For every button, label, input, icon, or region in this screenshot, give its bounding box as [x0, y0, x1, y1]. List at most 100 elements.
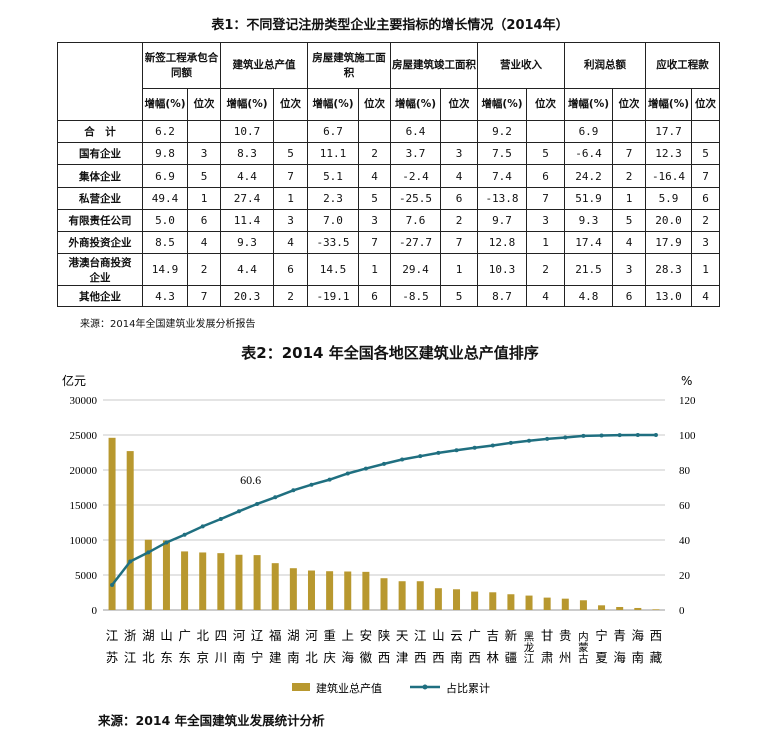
bar-贵州: [561, 598, 569, 610]
bar-重庆: [326, 571, 334, 610]
x-tick-label: 江苏: [106, 628, 119, 665]
bar-内蒙古: [579, 600, 587, 610]
y-left-tick: 10000: [70, 535, 98, 547]
line-point-湖南: [291, 488, 296, 493]
y-right-tick: 80: [679, 465, 691, 477]
y-right-tick: 100: [679, 430, 696, 442]
x-tick-label: 湖北: [142, 628, 155, 665]
y-left-label: 亿元: [62, 373, 86, 388]
row-label: 私营企业: [57, 187, 143, 210]
x-tick-label: 河北: [305, 628, 318, 665]
x-tick-label: 山西: [432, 628, 445, 665]
line-point-江西: [418, 454, 423, 459]
y-left-tick: 25000: [70, 430, 98, 442]
x-tick-label: 辽宁: [251, 628, 264, 665]
y-left-tick: 15000: [70, 500, 98, 512]
growth-cell: 4.8: [564, 285, 613, 307]
line-point-四川: [218, 517, 223, 521]
line-point-福建: [273, 495, 278, 500]
line-point-浙江: [128, 559, 133, 564]
growth-cell: 9.3: [564, 209, 613, 232]
growth-cell: 5.0: [142, 209, 188, 232]
group-header: 建筑业总产值: [220, 42, 308, 89]
bar-湖南: [289, 568, 297, 610]
rank-header: 位次: [273, 88, 308, 121]
growth-cell: -2.4: [390, 164, 441, 188]
bar-吉林: [489, 592, 497, 610]
bar-新疆: [507, 594, 515, 610]
group-header: 新签工程承包合同额: [142, 42, 221, 89]
x-tick-label: 重庆: [323, 628, 336, 665]
bar-山东: [162, 540, 170, 610]
rank-header: 位次: [440, 88, 478, 121]
legend-bar-swatch: [292, 683, 310, 691]
x-tick-label: 湖南: [287, 628, 300, 665]
rank-header: 位次: [358, 88, 391, 121]
growth-cell: 20.3: [220, 285, 274, 307]
y-left-tick: 20000: [70, 465, 98, 477]
line-point-西藏: [653, 433, 658, 437]
x-tick-label: 四川: [215, 628, 228, 665]
bar-河北: [307, 570, 315, 610]
bar-安徽: [362, 571, 370, 610]
growth-cell: -13.8: [477, 187, 527, 210]
x-tick-label: 吉林: [487, 628, 500, 665]
table-row: 外商投资企业 8.5 4 9.3 4 -33.5 7 -27.7 7 12.8 1 17.4 4 17.9…: [57, 231, 720, 254]
line-point-安徽: [363, 466, 368, 471]
line-point-辽宁: [255, 501, 260, 506]
table1-title: 表1：不同登记注册类型企业主要指标的增长情况（2014年）: [211, 18, 569, 33]
growth-cell: 8.7: [477, 285, 527, 307]
x-tick-label: 黑龙江: [524, 631, 535, 665]
rank-cell: 1: [691, 253, 720, 286]
growth-cell: 17.9: [645, 231, 692, 254]
bar-河南: [235, 554, 243, 610]
x-tick-label: 河南: [233, 628, 246, 665]
y-left-tick: 30000: [70, 395, 98, 407]
growth-cell: 29.4: [390, 253, 441, 286]
growth-cell: 9.3: [220, 231, 274, 254]
rank-cell: 4: [691, 285, 720, 307]
line-point-黑龙江: [527, 438, 532, 443]
line-annotation: 60.6: [240, 473, 261, 487]
bar-海南: [634, 607, 642, 610]
line-point-甘肃: [545, 436, 550, 441]
line-point-重庆: [327, 477, 332, 482]
line-point-上海: [345, 471, 350, 476]
growth-cell: 14.9: [142, 253, 188, 286]
growth-cell: -16.4: [645, 164, 692, 188]
x-tick-label: 内蒙古: [578, 630, 589, 665]
growth-cell: 14.5: [307, 253, 359, 286]
x-tick-label: 江西: [414, 628, 427, 665]
bar-天津: [398, 581, 406, 610]
growth-cell: 10.3: [477, 253, 527, 286]
table-row: 私营企业 49.4 1 27.4 1 2.3 5 -25.5 6 -13.8 7 51.9 1 5.9 6: [57, 187, 720, 210]
rank-header: 位次: [612, 88, 646, 121]
bar-北京: [199, 552, 207, 610]
bar-云南: [453, 589, 461, 610]
bar-福建: [271, 563, 279, 610]
line-point-青海: [617, 433, 622, 438]
bar-西藏: [652, 609, 660, 610]
growth-cell: 21.5: [564, 253, 613, 286]
bar-江西: [416, 581, 424, 610]
growth-table: 新签工程承包合同额 建筑业总产值 房屋建筑施工面积 房屋建筑竣工面积 营业收入 利润总额应…: [57, 42, 720, 307]
x-tick-label: 海南: [632, 628, 645, 665]
y-right-tick: 20: [679, 570, 691, 582]
legend-line-marker: [422, 684, 428, 690]
growth-cell: -19.1: [307, 285, 359, 307]
growth-cell: 7.5: [477, 142, 527, 165]
legend-bar-label: 建筑业总产值: [316, 681, 382, 695]
x-tick-label: 广西: [468, 628, 481, 665]
x-tick-label: 福建: [269, 628, 282, 665]
bar-上海: [344, 571, 352, 610]
bar-辽宁: [253, 555, 261, 610]
chart-title: 表2：2014 年全国各地区建筑业总产值排序: [241, 344, 539, 362]
row-label: 港澳台商投资企业: [57, 253, 143, 286]
line-point-云南: [454, 448, 459, 453]
table-row: 其他企业 4.3 7 20.3 2 -19.1 6 -8.5 5 8.7 4 4.8 6 13.0 4: [57, 285, 720, 307]
y-right-tick: 60: [679, 500, 691, 512]
rank-cell: 7: [691, 164, 720, 188]
rank-cell: 6: [358, 285, 391, 307]
x-tick-label: 西藏: [650, 628, 663, 665]
bar-甘肃: [543, 597, 551, 610]
